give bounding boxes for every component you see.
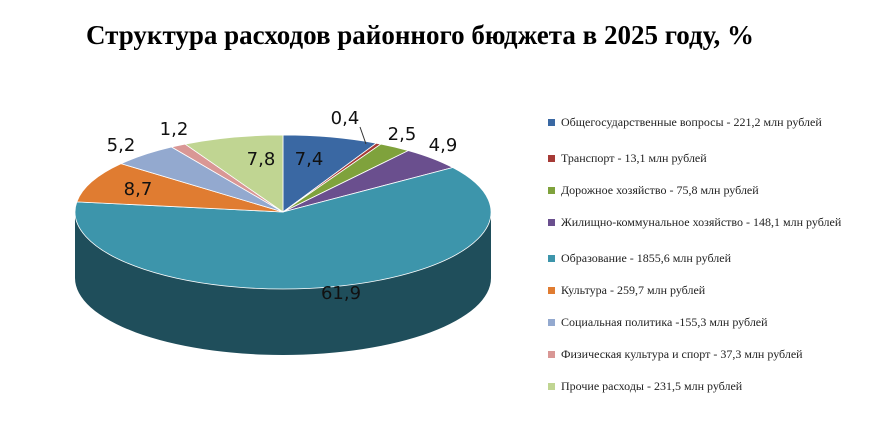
slice-value-label: 61,9 bbox=[321, 283, 361, 304]
slice-value-label: 5,2 bbox=[107, 135, 136, 156]
legend-label: Общегосударственные вопросы - 221,2 млн … bbox=[561, 115, 822, 129]
legend-swatch bbox=[548, 219, 555, 226]
slice-value-label: 1,2 bbox=[160, 119, 189, 140]
legend-item: Физическая культура и спорт - 37,3 млн р… bbox=[548, 347, 848, 361]
chart-title: Структура расходов районного бюджета в 2… bbox=[86, 20, 754, 50]
legend-swatch bbox=[548, 255, 555, 262]
legend-item: Общегосударственные вопросы - 221,2 млн … bbox=[548, 115, 848, 129]
legend-label: Образование - 1855,6 млн рублей bbox=[561, 251, 731, 265]
legend-item: Прочие расходы - 231,5 млн рублей bbox=[548, 379, 848, 393]
pie-slice bbox=[76, 163, 284, 213]
legend-label: Дорожное хозяйство - 75,8 млн рублей bbox=[561, 183, 759, 197]
slice-value-label: 0,4 bbox=[331, 108, 360, 129]
legend-item: Социальная политика -155,3 млн рублей bbox=[548, 315, 848, 329]
legend-swatch bbox=[548, 351, 555, 358]
legend-swatch bbox=[548, 187, 555, 194]
pie-slice bbox=[184, 134, 284, 213]
legend-label: Социальная политика -155,3 млн рублей bbox=[561, 315, 768, 329]
pie-slice bbox=[74, 167, 492, 290]
legend-swatch bbox=[548, 119, 555, 126]
legend-label: Культура - 259,7 млн рублей bbox=[561, 283, 706, 297]
legend-label: Физическая культура и спорт - 37,3 млн р… bbox=[561, 347, 803, 361]
legend-label: Транспорт - 13,1 млн рублей bbox=[561, 151, 707, 165]
legend-item: Образование - 1855,6 млн рублей bbox=[548, 251, 848, 265]
slice-value-label: 8,7 bbox=[124, 179, 153, 200]
pie-slice bbox=[282, 134, 378, 213]
legend-item: Культура - 259,7 млн рублей bbox=[548, 283, 848, 297]
slice-value-label: 7,4 bbox=[295, 149, 324, 170]
pie-slice-side bbox=[75, 212, 491, 355]
label-leader-line bbox=[359, 126, 367, 145]
legend-item: Транспорт - 13,1 млн рублей bbox=[548, 151, 848, 165]
legend-item: Жилищно-коммунальное хозяйство - 148,1 м… bbox=[548, 215, 848, 229]
slice-value-label: 2,5 bbox=[388, 124, 417, 145]
legend-label: Жилищно-коммунальное хозяйство - 148,1 м… bbox=[561, 215, 842, 229]
slice-value-label: 7,8 bbox=[247, 149, 276, 170]
legend-item: Дорожное хозяйство - 75,8 млн рублей bbox=[548, 183, 848, 197]
legend-label: Прочие расходы - 231,5 млн рублей bbox=[561, 379, 743, 393]
legend-swatch bbox=[548, 155, 555, 162]
legend-swatch bbox=[548, 383, 555, 390]
legend-swatch bbox=[548, 287, 555, 294]
slice-value-label: 4,9 bbox=[429, 135, 458, 156]
legend-swatch bbox=[548, 319, 555, 326]
